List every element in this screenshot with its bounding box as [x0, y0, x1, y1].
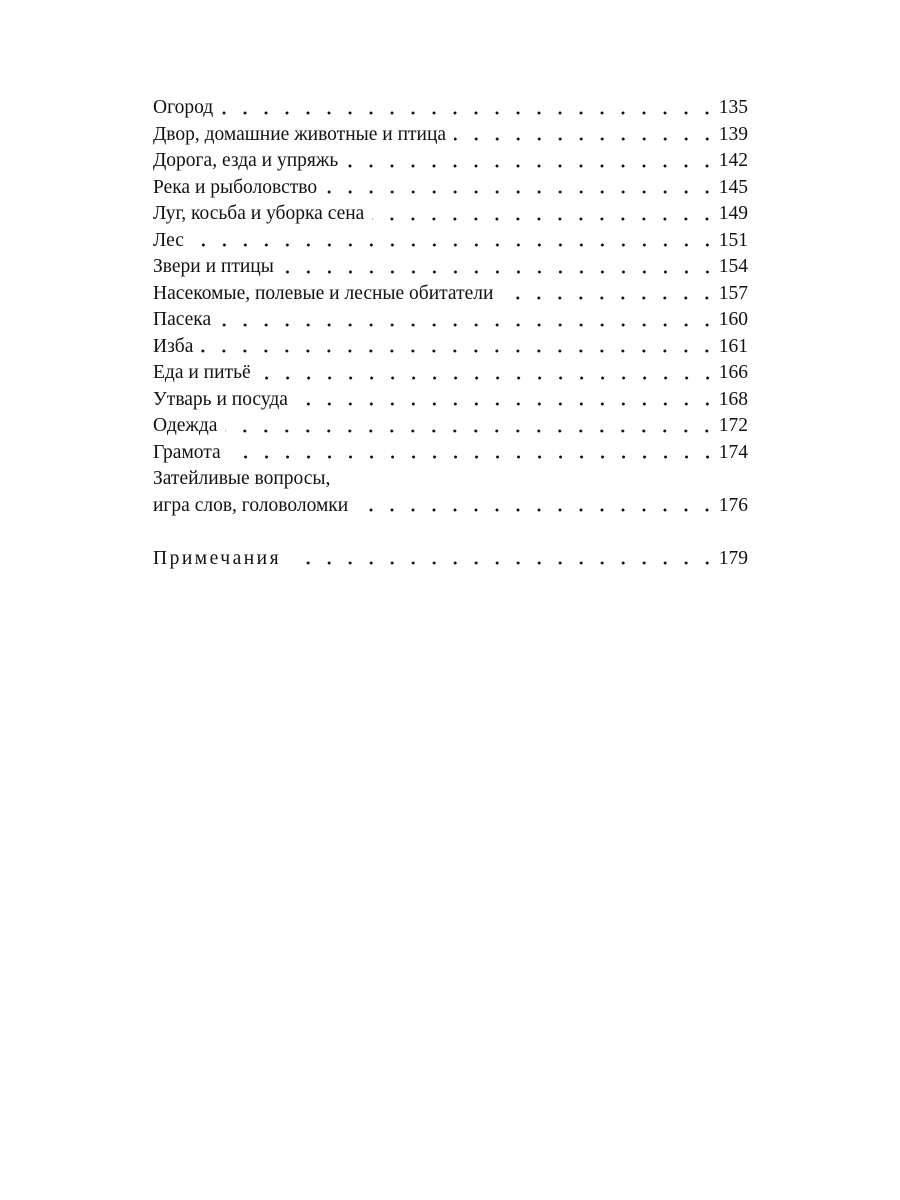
dot-leader — [228, 439, 719, 466]
toc-entry-title: игра слов, головоломки — [153, 494, 349, 516]
toc-page-number: 179 — [718, 547, 748, 569]
toc-entry: Звери и птицы 154 — [153, 254, 748, 281]
toc-entry: Луг, косьба и уборка сена 149 — [153, 201, 748, 228]
toc-entry-title: Лес — [153, 229, 184, 251]
toc-entry: игра слов, головоломки 176 — [153, 492, 748, 519]
toc-entry: Изба 161 — [153, 333, 748, 360]
dot-leader — [258, 360, 719, 387]
dot-leader — [225, 413, 719, 440]
toc-entry-title: Луг, косьба и уборка сена — [153, 203, 365, 224]
dot-leader — [501, 280, 719, 307]
dot-leader — [295, 386, 719, 413]
toc-page-number: 151 — [718, 229, 748, 251]
toc-entry: Одежда 172 — [153, 413, 748, 440]
toc-entry-title: Река и рыболовство — [153, 176, 318, 198]
toc-entry-title: Изба — [153, 335, 194, 357]
toc-entry-title: Примечания — [153, 547, 282, 569]
toc-entry-title: Грамота — [153, 441, 221, 463]
dot-leader — [219, 307, 719, 334]
toc-entry-title: Утварь и посуда — [153, 388, 288, 410]
spacer — [153, 519, 748, 546]
toc-page-number: 157 — [718, 282, 748, 304]
toc-entry: Река и рыболовство 145 — [153, 174, 748, 201]
toc-page-number: 142 — [718, 150, 748, 171]
dot-leader — [191, 227, 719, 254]
toc-entry: Насекомые, полевые и лесные обитатели 157 — [153, 280, 748, 307]
toc-page-number: 145 — [718, 176, 748, 198]
dot-leader — [289, 545, 719, 572]
toc-entry-title: Еда и питьё — [153, 362, 251, 383]
toc-entry-title: Дорога, езда и упряжь — [153, 150, 339, 171]
toc-entry-title: Одежда — [153, 415, 218, 436]
toc-entry: Грамота 174 — [153, 439, 748, 466]
toc-entry-title: Двор, домашние животные и птица — [153, 123, 447, 145]
dot-leader — [372, 201, 719, 228]
dot-leader — [201, 333, 719, 360]
toc-page-number: 139 — [718, 123, 748, 145]
toc-page-number: 161 — [718, 335, 748, 357]
toc-entry: Двор, домашние животные и птица 139 — [153, 121, 748, 148]
toc-entry-notes: Примечания 179 — [153, 545, 748, 572]
dot-leader — [281, 254, 719, 281]
toc-entry: Огород 135 — [153, 95, 748, 122]
toc-entry-title: Огород — [153, 97, 214, 118]
toc-page-number: 176 — [718, 494, 748, 516]
toc-entry: Еда и питьё 166 — [153, 360, 748, 387]
toc-page-number: 149 — [718, 203, 748, 224]
dot-leader — [454, 121, 719, 148]
dot-leader — [221, 95, 719, 122]
toc-page-number: 172 — [718, 415, 748, 436]
toc-page-number: 166 — [718, 362, 748, 383]
toc-entry-line: Затейливые вопросы, — [153, 466, 748, 493]
toc-entry: Утварь и посуда 168 — [153, 386, 748, 413]
toc-page-number: 154 — [718, 256, 748, 277]
dot-leader — [356, 492, 719, 519]
toc-entry-title: Пасека — [153, 309, 212, 330]
toc-entry-title: Затейливые вопросы, — [153, 468, 331, 489]
dot-leader — [346, 148, 719, 175]
toc-page-number: 174 — [718, 441, 748, 463]
toc-entry-title: Насекомые, полевые и лесные обитатели — [153, 282, 494, 304]
toc-page-number: 135 — [718, 97, 748, 118]
toc-entry-title: Звери и птицы — [153, 256, 274, 277]
dot-leader — [325, 174, 719, 201]
table-of-contents: Огород 135 Двор, домашние животные и птица… — [153, 95, 748, 572]
toc-entry: Лес 151 — [153, 227, 748, 254]
toc-entry: Дорога, езда и упряжь 142 — [153, 148, 748, 175]
toc-page-number: 168 — [718, 388, 748, 410]
toc-page-number: 160 — [718, 309, 748, 330]
toc-entry: Пасека 160 — [153, 307, 748, 334]
